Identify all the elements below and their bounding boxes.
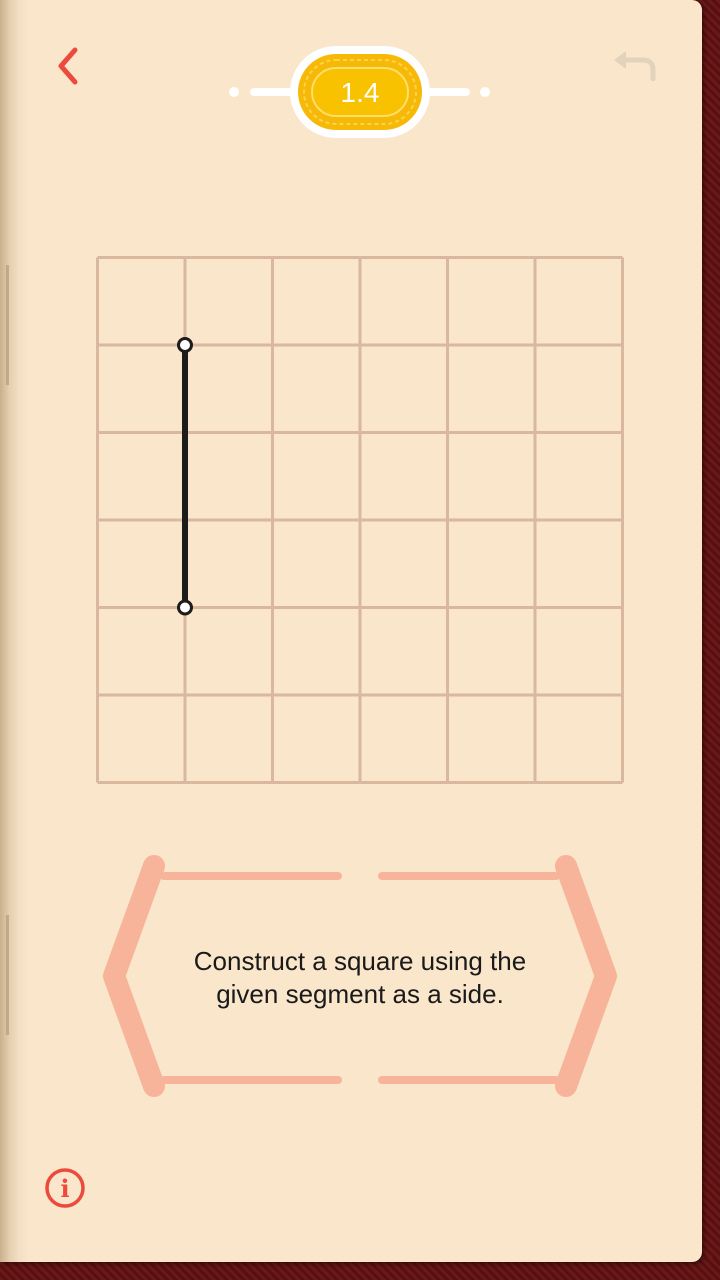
task-banner: [103, 855, 617, 1097]
chevron-left-icon: [58, 47, 78, 85]
info-button[interactable]: i: [43, 1166, 87, 1210]
book-page: 1.4 Construct a square using the given s…: [0, 0, 702, 1262]
level-progress: 1.4: [224, 46, 496, 138]
undo-icon: [614, 51, 656, 81]
page-binding: [0, 0, 28, 1262]
segment-endpoint[interactable]: [177, 599, 193, 616]
binding-mark: [6, 915, 9, 1035]
task-line-2: given segment as a side.: [216, 979, 504, 1009]
progress-track: [229, 46, 490, 138]
puzzle-grid[interactable]: [96, 256, 624, 784]
back-button[interactable]: [44, 38, 92, 94]
level-badge: 1.4: [340, 77, 380, 108]
task-instruction: Construct a square using the given segme…: [160, 945, 560, 1011]
undo-button[interactable]: [604, 40, 664, 92]
info-icon: i: [45, 1168, 85, 1208]
book-cover-bottom: [0, 1258, 720, 1280]
segment-endpoint[interactable]: [177, 337, 193, 353]
svg-text:i: i: [60, 1174, 69, 1203]
binding-mark: [6, 265, 9, 385]
task-line-1: Construct a square using the: [193, 946, 527, 976]
